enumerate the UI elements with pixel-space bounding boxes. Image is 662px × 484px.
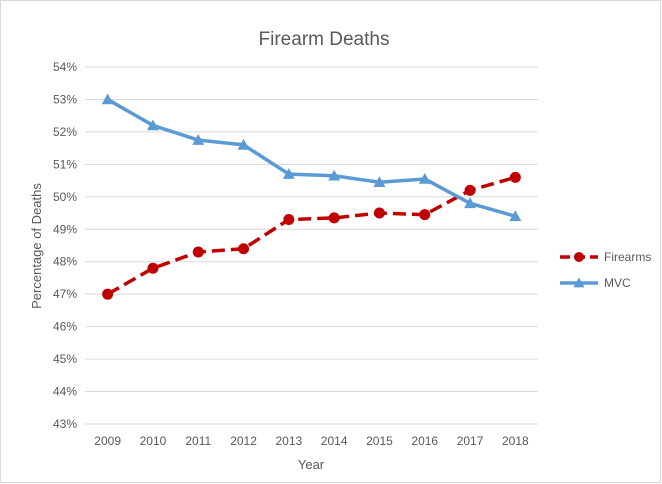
x-tick-label: 2015 xyxy=(366,434,393,448)
data-point xyxy=(328,169,341,181)
data-point xyxy=(373,176,386,188)
plot-series xyxy=(101,93,522,300)
y-tick-label: 45% xyxy=(53,352,77,366)
data-point xyxy=(328,212,340,224)
y-axis-title: Percentage of Deaths xyxy=(29,183,44,309)
data-point xyxy=(419,209,431,221)
legend-marker xyxy=(574,252,584,262)
y-tick-label: 44% xyxy=(53,385,77,399)
x-tick-label: 2010 xyxy=(140,434,167,448)
y-tick-label: 47% xyxy=(53,287,77,301)
data-point xyxy=(464,184,476,196)
x-tick-label: 2014 xyxy=(321,434,348,448)
y-tick-label: 50% xyxy=(53,190,77,204)
data-point xyxy=(283,214,295,226)
x-tick-label: 2016 xyxy=(411,434,438,448)
y-tick-label: 43% xyxy=(53,417,77,431)
y-tick-label: 54% xyxy=(53,60,77,74)
y-tick-label: 48% xyxy=(53,255,77,269)
data-point xyxy=(464,197,477,209)
legend-label: Firearms xyxy=(604,250,651,264)
x-tick-label: 2017 xyxy=(457,434,484,448)
legend-label: MVC xyxy=(604,276,631,290)
data-point xyxy=(102,288,114,300)
chart-title: Firearm Deaths xyxy=(259,29,390,50)
legend-marker xyxy=(573,277,585,288)
series-line xyxy=(106,175,516,296)
y-tick-label: 53% xyxy=(53,92,77,106)
series-line xyxy=(106,97,516,218)
x-axis-title: Year xyxy=(298,457,325,472)
y-axis-ticks: 43% 44% 45% 46% 47% 48% 49% 50% 51% 52% 53% 54% xyxy=(53,60,77,431)
x-tick-label: 2013 xyxy=(275,434,302,448)
data-point xyxy=(192,246,204,258)
data-point xyxy=(146,119,159,131)
series-mvc xyxy=(101,93,522,222)
data-point xyxy=(147,262,159,274)
y-tick-label: 49% xyxy=(53,222,77,236)
legend-item-firearms: Firearms xyxy=(560,250,651,264)
data-point xyxy=(101,93,114,105)
data-point xyxy=(238,243,250,255)
x-tick-label: 2009 xyxy=(94,434,121,448)
gridlines xyxy=(85,66,538,425)
y-tick-label: 46% xyxy=(53,320,77,334)
legend: Firearms MVC xyxy=(560,250,651,290)
data-point xyxy=(509,210,522,222)
data-point xyxy=(373,207,385,219)
y-tick-label: 51% xyxy=(53,157,77,171)
x-axis-ticks: 2009 2010 2011 2012 2013 2014 2015 2016 2017 2018 xyxy=(94,434,529,448)
data-point xyxy=(509,171,521,183)
data-point xyxy=(282,168,295,179)
legend-item-mvc: MVC xyxy=(560,276,631,290)
y-tick-label: 52% xyxy=(53,125,77,139)
x-tick-label: 2012 xyxy=(230,434,257,448)
data-point xyxy=(237,138,250,150)
series-firearms xyxy=(102,171,521,300)
x-tick-label: 2018 xyxy=(502,434,529,448)
data-point xyxy=(192,134,205,145)
data-point xyxy=(418,172,431,184)
x-tick-label: 2011 xyxy=(185,434,211,448)
